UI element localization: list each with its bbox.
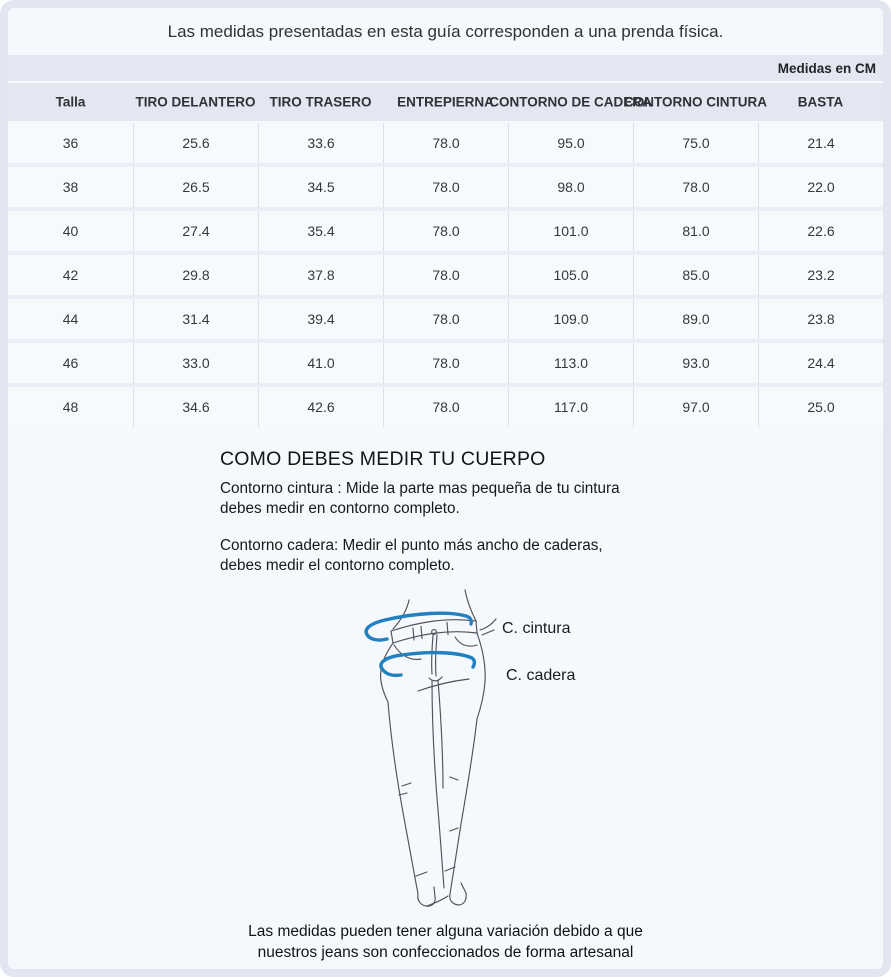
- units-band: Medidas en CM: [8, 55, 883, 81]
- size-table-header: Talla TIRO DELANTERO TIRO TRASERO ENTREPIER…: [8, 83, 883, 121]
- measure-cell: 26.5: [133, 167, 258, 207]
- measure-cell: 24.4: [758, 343, 883, 383]
- measure-cell: 25.0: [758, 387, 883, 427]
- hip-arc-label: C. cadera: [506, 667, 575, 684]
- measure-cell: 98.0: [508, 167, 633, 207]
- measure-cell: 101.0: [508, 211, 633, 251]
- measure-cell: 27.4: [133, 211, 258, 251]
- table-row: 40 27.4 35.4 78.0 101.0 81.0 22.6: [8, 211, 883, 251]
- measure-cell: 39.4: [258, 299, 383, 339]
- measure-cell: 41.0: [258, 343, 383, 383]
- measure-cell: 22.0: [758, 167, 883, 207]
- column-header: CONTORNO CINTURA: [624, 94, 767, 110]
- size-table-body: 36 25.6 33.6 78.0 95.0 75.0 21.4 38 26.5 34.5 78.0…: [8, 123, 883, 427]
- measure-cell: 29.8: [133, 255, 258, 295]
- measure-cell: 78.0: [383, 167, 508, 207]
- column-header: BASTA: [797, 94, 844, 110]
- measure-cell: 22.6: [758, 211, 883, 251]
- jeans-measurement-figure: C. cintura C. cadera: [364, 589, 575, 907]
- measure-cell: 21.4: [758, 123, 883, 163]
- measure-cell: 33.0: [133, 343, 258, 383]
- column-header: ENTREPIERNA: [397, 94, 494, 110]
- jeans-line-art: [379, 589, 497, 907]
- size-cell: 38: [8, 167, 133, 207]
- measure-cell: 78.0: [383, 255, 508, 295]
- table-row: 42 29.8 37.8 78.0 105.0 85.0 23.2: [8, 255, 883, 295]
- size-cell: 48: [8, 387, 133, 427]
- measure-cell: 42.6: [258, 387, 383, 427]
- measure-cell: 33.6: [258, 123, 383, 163]
- measurement-arcs: [364, 611, 477, 678]
- measure-cell: 93.0: [633, 343, 758, 383]
- measure-cell: 78.0: [633, 167, 758, 207]
- measure-cell: 89.0: [633, 299, 758, 339]
- measure-cell: 85.0: [633, 255, 758, 295]
- measure-cell: 81.0: [633, 211, 758, 251]
- size-cell: 46: [8, 343, 133, 383]
- footer-note-line2: nuestros jeans son confeccionados de for…: [257, 944, 634, 961]
- measure-cell: 78.0: [383, 123, 508, 163]
- footer-note-line1: Las medidas pueden tener alguna variació…: [248, 923, 643, 940]
- table-row: 46 33.0 41.0 78.0 113.0 93.0 24.4: [8, 343, 883, 383]
- measure-cell: 105.0: [508, 255, 633, 295]
- measure-cell: 37.8: [258, 255, 383, 295]
- units-label: Medidas en CM: [777, 60, 876, 76]
- size-cell: 36: [8, 123, 133, 163]
- footer-note: Las medidas pueden tener alguna variació…: [8, 921, 883, 963]
- measure-cell: 117.0: [508, 387, 633, 427]
- waist-instruction: Contorno cintura : Mide la parte mas peq…: [220, 480, 620, 517]
- hip-instruction: Contorno cadera: Medir el punto más anch…: [220, 537, 603, 574]
- table-row: 48 34.6 42.6 78.0 117.0 97.0 25.0: [8, 387, 883, 427]
- measure-cell: 34.5: [258, 167, 383, 207]
- measure-cell: 34.6: [133, 387, 258, 427]
- measure-cell: 109.0: [508, 299, 633, 339]
- column-header: Talla: [55, 94, 86, 110]
- measure-cell: 31.4: [133, 299, 258, 339]
- column-header: CONTORNO DE CADERA: [489, 94, 652, 110]
- measure-cell: 35.4: [258, 211, 383, 251]
- measure-cell: 25.6: [133, 123, 258, 163]
- measure-cell: 75.0: [633, 123, 758, 163]
- table-row: 38 26.5 34.5 78.0 98.0 78.0 22.0: [8, 167, 883, 207]
- measure-cell: 95.0: [508, 123, 633, 163]
- table-row: 36 25.6 33.6 78.0 95.0 75.0 21.4: [8, 123, 883, 163]
- measure-cell: 97.0: [633, 387, 758, 427]
- measure-cell: 78.0: [383, 211, 508, 251]
- size-guide-content: Las medidas presentadas en esta guía cor…: [8, 8, 883, 969]
- guide-caption: Las medidas presentadas en esta guía cor…: [167, 21, 724, 41]
- column-header: TIRO TRASERO: [269, 94, 372, 110]
- how-to-title: COMO DEBES MEDIR TU CUERPO: [220, 448, 546, 470]
- measure-cell: 23.8: [758, 299, 883, 339]
- size-cell: 40: [8, 211, 133, 251]
- measure-cell: 78.0: [383, 343, 508, 383]
- measure-cell: 78.0: [383, 299, 508, 339]
- table-row: 44 31.4 39.4 78.0 109.0 89.0 23.8: [8, 299, 883, 339]
- waist-arc-label: C. cintura: [502, 620, 571, 637]
- column-header: TIRO DELANTERO: [135, 94, 256, 110]
- measure-cell: 78.0: [383, 387, 508, 427]
- size-cell: 44: [8, 299, 133, 339]
- size-cell: 42: [8, 255, 133, 295]
- measure-cell: 113.0: [508, 343, 633, 383]
- measure-cell: 23.2: [758, 255, 883, 295]
